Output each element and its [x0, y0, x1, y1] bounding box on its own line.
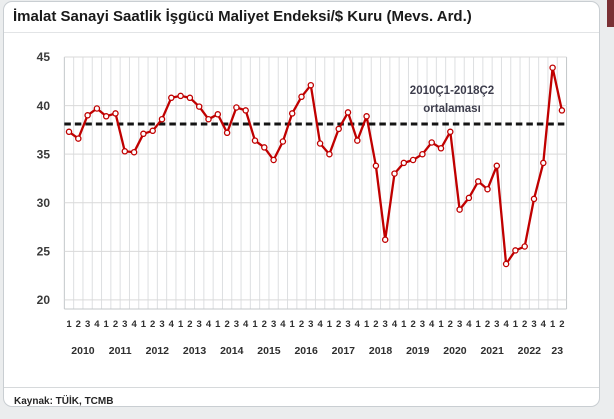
chart-title: İmalat Sanayi Saatlik İşgücü Maliyet End… [4, 2, 599, 33]
source-row: Kaynak: TÜİK, TCMB [4, 387, 599, 407]
chart-card: İmalat Sanayi Saatlik İşgücü Maliyet End… [3, 1, 600, 407]
source-label: Kaynak: TÜİK, TCMB [14, 396, 114, 407]
accent-strip [607, 0, 614, 27]
